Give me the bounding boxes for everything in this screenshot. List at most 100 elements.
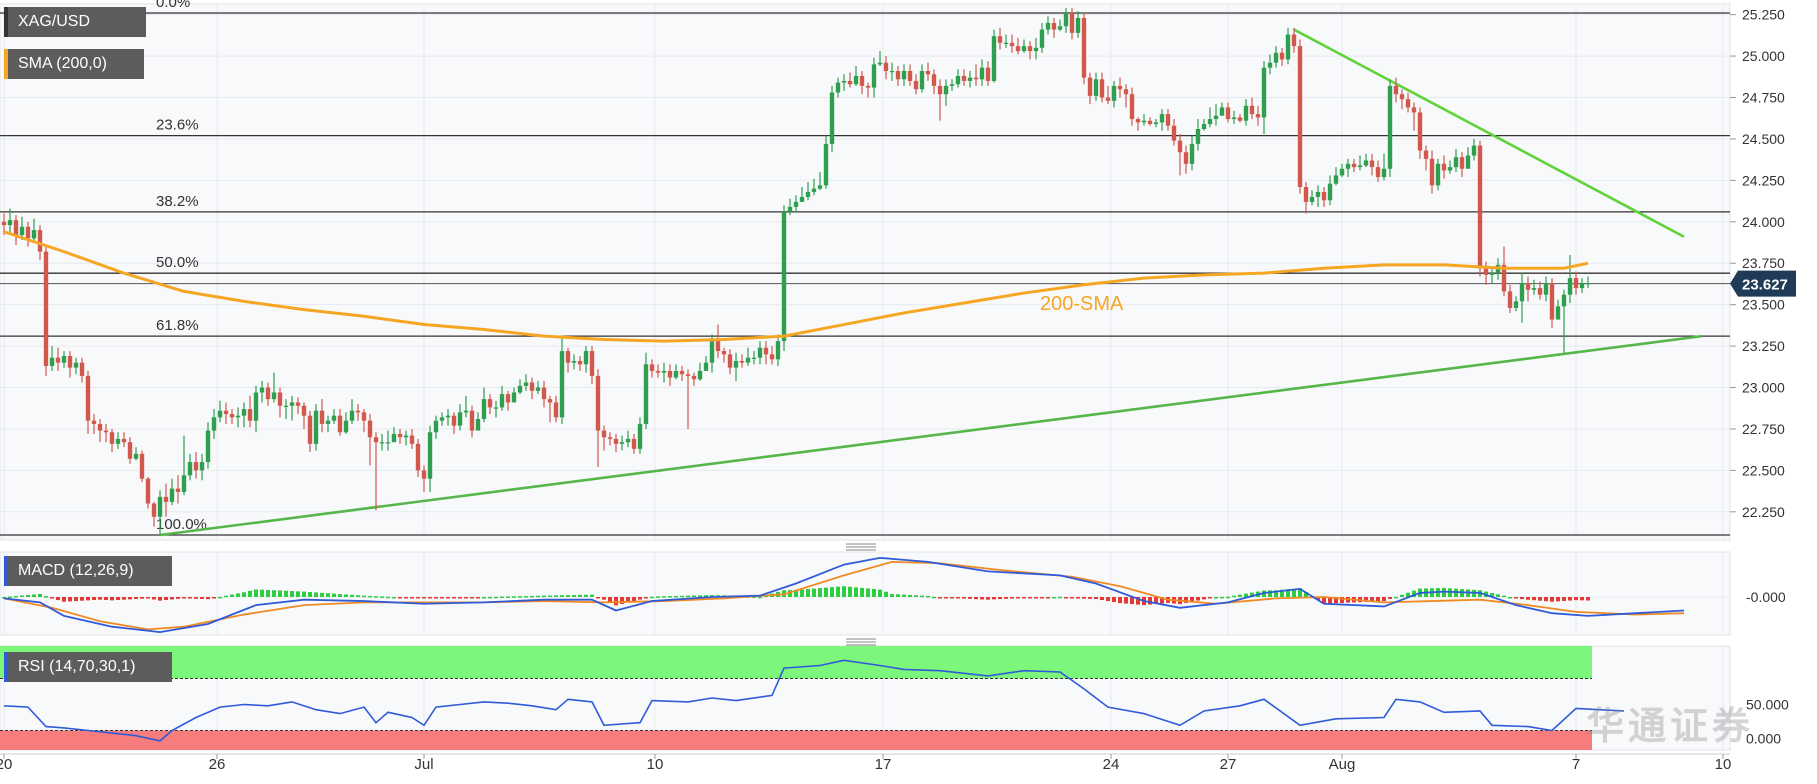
- candle: [181, 435, 187, 496]
- candle-body: [1261, 67, 1267, 118]
- candle: [217, 400, 223, 423]
- candle: [289, 395, 295, 421]
- candle-body: [1147, 120, 1153, 125]
- macd-histogram-bar: [518, 596, 522, 598]
- candle-body: [907, 71, 913, 81]
- candle: [451, 412, 457, 434]
- candle-body: [805, 191, 811, 197]
- candle: [157, 490, 163, 535]
- macd-histogram-bar: [1226, 596, 1230, 599]
- macd-histogram-bar: [290, 591, 294, 597]
- candle-body: [595, 375, 601, 431]
- candle-body: [655, 370, 661, 373]
- candle: [823, 135, 829, 189]
- candle: [469, 405, 475, 438]
- candle-body: [625, 438, 631, 443]
- candle-body: [1447, 167, 1453, 171]
- candle: [973, 64, 979, 86]
- candle-body: [619, 442, 625, 444]
- candle-body: [1519, 283, 1525, 302]
- candle: [13, 215, 19, 245]
- candle-body: [685, 374, 691, 376]
- macd-histogram-bar: [1538, 597, 1542, 601]
- candle-body: [793, 201, 799, 207]
- candle-body: [529, 382, 535, 391]
- candle-body: [499, 394, 505, 408]
- candle: [931, 69, 937, 95]
- candle: [985, 61, 991, 86]
- candle: [55, 347, 61, 371]
- candle: [733, 352, 739, 381]
- candle: [439, 412, 445, 426]
- candle-body: [769, 354, 775, 360]
- fib-level-label: 0.0%: [156, 0, 190, 11]
- candle-body: [1357, 165, 1363, 168]
- candle: [1147, 117, 1153, 126]
- candle: [1309, 190, 1315, 206]
- macd-histogram-bar: [692, 595, 696, 598]
- candle-body: [253, 392, 259, 421]
- candle: [1555, 299, 1561, 320]
- candle-body: [457, 412, 463, 426]
- candle-body: [985, 67, 991, 81]
- candle-body: [511, 392, 517, 403]
- macd-histogram-bar: [830, 587, 834, 597]
- candle: [1111, 80, 1117, 108]
- candle: [301, 402, 307, 429]
- candle: [745, 347, 751, 366]
- sma-badge[interactable]: SMA (200,0): [4, 49, 144, 79]
- candle-body: [313, 410, 319, 444]
- rsi-badge[interactable]: RSI (14,70,30,1): [4, 652, 172, 682]
- candle: [757, 341, 763, 365]
- title-badge[interactable]: XAG/USD: [4, 7, 146, 37]
- macd-histogram-bar: [1412, 590, 1416, 597]
- candle: [7, 208, 13, 234]
- macd-histogram-bar: [854, 587, 858, 597]
- candle-body: [1573, 278, 1579, 289]
- candle-body: [1039, 29, 1045, 48]
- y-tick-label: 23.750: [1742, 255, 1785, 271]
- candle-body: [1279, 52, 1285, 60]
- candle: [1573, 271, 1579, 295]
- candle-body: [643, 364, 649, 424]
- candle: [1201, 119, 1207, 131]
- candle-body: [1273, 52, 1279, 63]
- macd-histogram-bar: [560, 595, 564, 597]
- candle: [529, 377, 535, 400]
- candle-body: [1225, 107, 1231, 120]
- candle-body: [1021, 46, 1027, 52]
- macd-histogram-bar: [338, 594, 342, 597]
- candle: [739, 354, 745, 368]
- macd-histogram-bar: [1202, 597, 1206, 600]
- candle: [499, 385, 505, 411]
- candle-body: [1243, 105, 1249, 121]
- candle-body: [259, 387, 265, 393]
- candle: [163, 483, 169, 517]
- candle: [49, 346, 55, 371]
- x-tick-label: 17: [875, 756, 892, 773]
- candle: [1465, 147, 1471, 169]
- candle-body: [1297, 46, 1303, 188]
- macd-badge[interactable]: MACD (12,26,9): [4, 556, 172, 586]
- candle: [1051, 17, 1057, 38]
- macd-histogram-bar: [1016, 597, 1020, 599]
- candle-body: [727, 354, 733, 368]
- macd-histogram-bar: [98, 597, 102, 600]
- panel-resize-handle: [846, 543, 876, 551]
- macd-histogram-bar: [1124, 597, 1128, 604]
- candle-body: [961, 75, 967, 81]
- macd-histogram-bar: [1526, 597, 1530, 600]
- candle: [277, 387, 283, 418]
- candle: [205, 422, 211, 469]
- macd-histogram-bar: [1502, 595, 1506, 598]
- macd-histogram-bar: [446, 597, 450, 599]
- macd-histogram-bar: [944, 597, 948, 599]
- candle-body: [7, 220, 13, 226]
- candle-body: [1555, 306, 1561, 320]
- candle-body: [775, 341, 781, 360]
- candle-body: [1537, 288, 1543, 295]
- macd-histogram-bar: [1400, 594, 1404, 597]
- candle-body: [1465, 155, 1471, 169]
- macd-histogram-bar: [1508, 597, 1512, 599]
